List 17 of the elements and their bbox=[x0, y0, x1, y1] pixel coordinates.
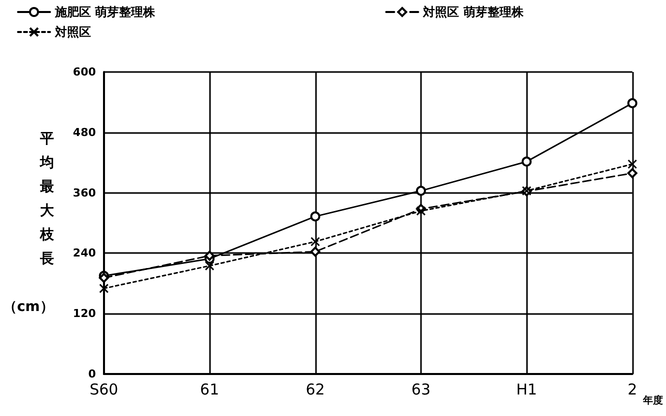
legend-label: 対照区 萌芽整理株 bbox=[422, 5, 524, 19]
x-axis-title: 年度 bbox=[642, 394, 663, 406]
legend-label: 施肥区 萌芽整理株 bbox=[54, 5, 156, 19]
y-tick-label: 600 bbox=[72, 66, 96, 78]
x-tick-label: 62 bbox=[306, 380, 325, 398]
x-tick-label: H1 bbox=[516, 380, 538, 398]
x-tick-label: 2 bbox=[628, 380, 638, 398]
y-tick-label: 0 bbox=[88, 368, 96, 380]
y-tick-label: 120 bbox=[72, 307, 96, 320]
y-tick-label: 240 bbox=[72, 246, 96, 260]
y-tick-label: 360 bbox=[72, 186, 96, 200]
x-tick-label: 61 bbox=[200, 380, 220, 398]
legend-label: 対照区 bbox=[54, 25, 91, 39]
y-tick-label: 480 bbox=[72, 126, 96, 139]
text: 平均最大枝長（cm） bbox=[2, 131, 54, 315]
x-tick-label: S60 bbox=[90, 380, 118, 398]
x-tick-label: 63 bbox=[411, 380, 430, 398]
